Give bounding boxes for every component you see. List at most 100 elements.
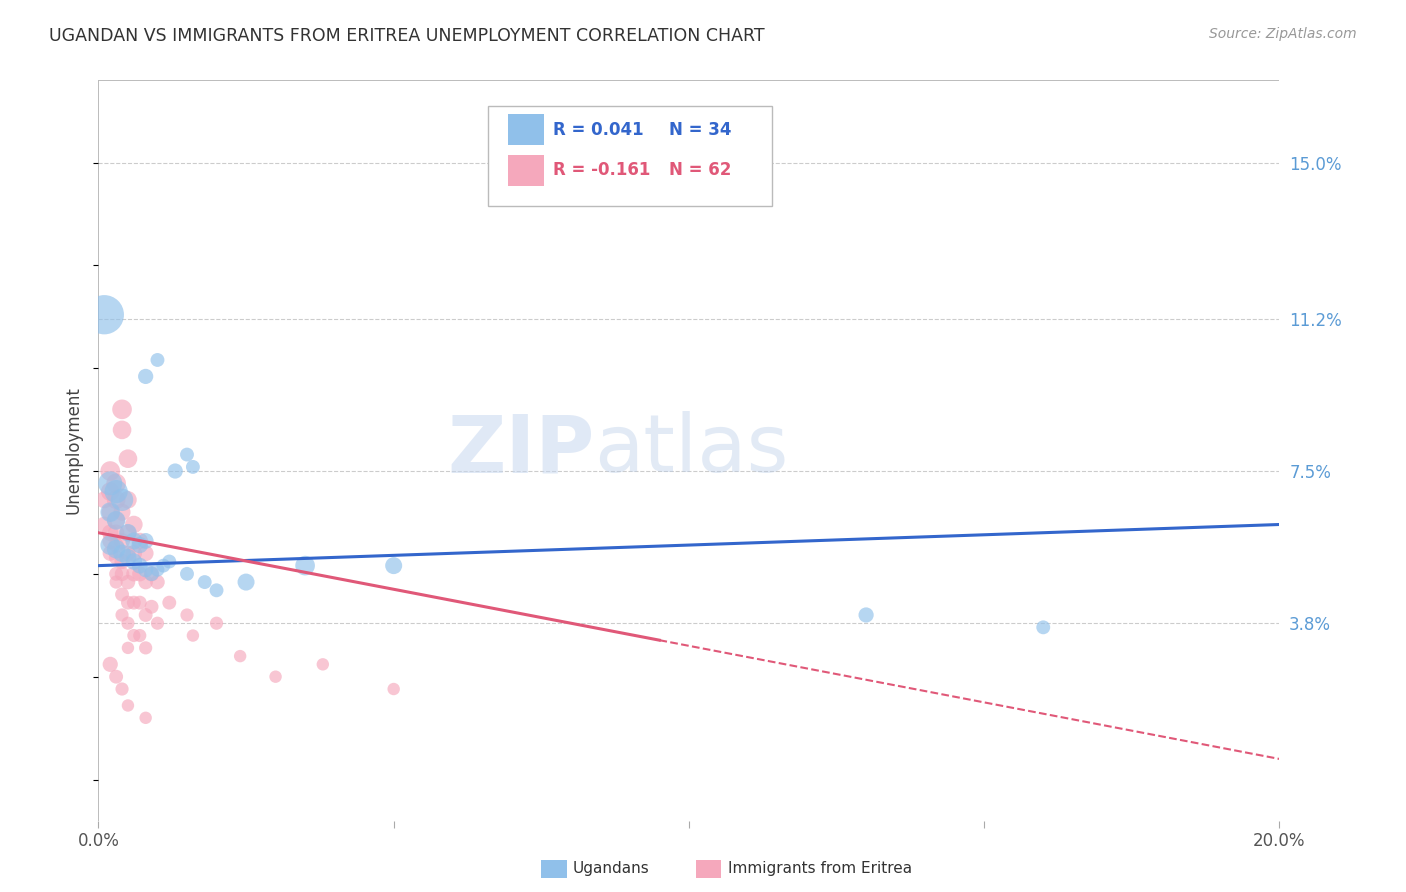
Point xyxy=(122,566,145,581)
Point xyxy=(117,575,139,590)
Point xyxy=(122,596,145,610)
Text: Immigrants from Eritrea: Immigrants from Eritrea xyxy=(728,862,912,876)
Point xyxy=(105,476,128,491)
Point xyxy=(264,670,287,684)
Point xyxy=(382,681,405,696)
Point xyxy=(105,566,128,581)
Point xyxy=(93,517,115,532)
Point xyxy=(117,546,139,560)
Point xyxy=(165,464,187,478)
Point xyxy=(135,607,157,622)
Text: atlas: atlas xyxy=(595,411,789,490)
Point xyxy=(176,607,198,622)
Text: N = 62: N = 62 xyxy=(669,161,731,179)
Point xyxy=(157,596,180,610)
Point xyxy=(98,476,121,491)
Point xyxy=(98,533,121,548)
Point xyxy=(105,525,128,540)
Point xyxy=(111,566,134,581)
Point xyxy=(111,505,134,519)
Point xyxy=(1032,620,1054,634)
Point xyxy=(111,587,134,601)
Point xyxy=(146,563,169,577)
Point xyxy=(105,492,128,507)
Text: UGANDAN VS IMMIGRANTS FROM ERITREA UNEMPLOYMENT CORRELATION CHART: UGANDAN VS IMMIGRANTS FROM ERITREA UNEMP… xyxy=(49,27,765,45)
Text: Ugandans: Ugandans xyxy=(572,862,650,876)
Point xyxy=(205,616,228,631)
Point xyxy=(176,566,198,581)
Point xyxy=(98,484,121,499)
Point xyxy=(294,558,316,573)
Point xyxy=(105,538,128,552)
Point xyxy=(117,616,139,631)
Point xyxy=(111,402,134,417)
Point xyxy=(117,451,139,466)
Point xyxy=(122,629,145,643)
Point xyxy=(128,566,150,581)
Point xyxy=(135,546,157,560)
Point xyxy=(98,538,121,552)
Point xyxy=(98,505,121,519)
Point xyxy=(111,423,134,437)
Point xyxy=(105,670,128,684)
Point xyxy=(117,525,139,540)
Text: ZIP: ZIP xyxy=(447,411,595,490)
Point xyxy=(117,492,139,507)
Point xyxy=(235,575,257,590)
Point xyxy=(135,533,157,548)
Point xyxy=(117,596,139,610)
Point xyxy=(111,533,134,548)
Point xyxy=(105,575,128,590)
Point xyxy=(117,550,139,565)
Text: N = 34: N = 34 xyxy=(669,120,731,138)
Point xyxy=(135,369,157,384)
Point xyxy=(152,558,174,573)
Point xyxy=(98,525,121,540)
Point xyxy=(93,308,115,322)
Point xyxy=(128,629,150,643)
Point xyxy=(128,558,150,573)
Point xyxy=(382,558,405,573)
Point xyxy=(111,555,134,569)
Point xyxy=(135,575,157,590)
Point xyxy=(181,629,204,643)
Point xyxy=(194,575,217,590)
Y-axis label: Unemployment: Unemployment xyxy=(65,386,83,515)
Point xyxy=(122,533,145,548)
Point xyxy=(111,681,134,696)
Point xyxy=(128,596,150,610)
Point xyxy=(135,711,157,725)
Point xyxy=(98,657,121,672)
Point xyxy=(141,599,163,614)
Point xyxy=(117,698,139,713)
Point xyxy=(312,657,335,672)
Text: R = 0.041: R = 0.041 xyxy=(553,120,644,138)
Point xyxy=(141,566,163,581)
Point xyxy=(229,649,252,664)
Text: Source: ZipAtlas.com: Source: ZipAtlas.com xyxy=(1209,27,1357,41)
Text: R = -0.161: R = -0.161 xyxy=(553,161,651,179)
Point xyxy=(146,616,169,631)
Point xyxy=(122,555,145,569)
Point xyxy=(98,464,121,478)
Bar xyxy=(508,154,544,186)
Point xyxy=(122,517,145,532)
Point xyxy=(98,546,121,560)
Point xyxy=(105,513,128,527)
Point xyxy=(157,555,180,569)
Point xyxy=(135,563,157,577)
Point xyxy=(111,607,134,622)
Point xyxy=(128,538,150,552)
Bar xyxy=(508,114,544,145)
FancyBboxPatch shape xyxy=(488,106,772,206)
Point xyxy=(111,546,134,560)
Point xyxy=(105,542,128,557)
Point xyxy=(105,513,128,527)
Point xyxy=(105,484,128,499)
Point xyxy=(141,566,163,581)
Point xyxy=(135,640,157,655)
Point xyxy=(122,546,145,560)
Point xyxy=(146,575,169,590)
Point xyxy=(855,607,877,622)
Point xyxy=(128,533,150,548)
